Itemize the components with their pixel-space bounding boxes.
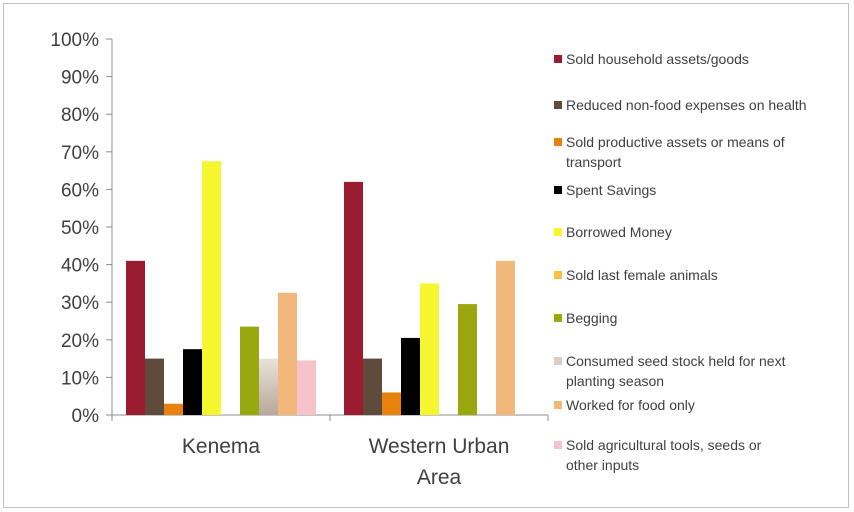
legend-swatch — [554, 186, 562, 194]
y-tick-label: 10% — [61, 368, 99, 389]
y-tick-label: 80% — [61, 105, 99, 126]
legend-label: planting season — [566, 373, 664, 389]
legend-label: Sold agricultural tools, seeds or — [566, 437, 762, 453]
x-category-label: Western Urban — [369, 435, 510, 458]
bar-1-8 — [496, 260, 515, 415]
y-tick-label: 0% — [72, 406, 100, 427]
legend-swatch — [554, 271, 562, 279]
y-tick-label: 60% — [61, 180, 99, 201]
legend-label: Sold household assets/goods — [566, 51, 749, 67]
legend-label: Borrowed Money — [566, 224, 672, 240]
bar-1-2 — [382, 392, 401, 415]
legend-label: Worked for food only — [566, 397, 695, 413]
legend-swatch — [554, 228, 562, 236]
legend-label: Consumed seed stock held for next — [566, 353, 786, 369]
bar-1-3 — [401, 337, 420, 415]
bar-0-9 — [297, 360, 316, 415]
x-category-label: Area — [417, 466, 462, 489]
legend-label: other inputs — [566, 457, 639, 473]
bar-0-7 — [259, 358, 278, 415]
y-tick-label: 70% — [61, 143, 99, 164]
legend-label: Spent Savings — [566, 182, 656, 198]
y-tick-label: 20% — [61, 331, 99, 352]
bar-1-6 — [458, 304, 477, 415]
bar-1-0 — [344, 181, 363, 415]
legend-label: Reduced non-food expenses on health — [566, 97, 807, 113]
bar-0-4 — [202, 161, 221, 415]
legend-swatch — [554, 357, 562, 365]
legend-label: Sold productive assets or means of — [566, 134, 785, 150]
y-tick-label: 30% — [61, 293, 99, 314]
legend-label: Sold last female animals — [566, 267, 718, 283]
x-category-label: Kenema — [182, 435, 261, 458]
bar-0-0 — [126, 260, 145, 415]
y-tick-label: 40% — [61, 256, 99, 277]
legend-swatch — [554, 401, 562, 409]
bar-0-6 — [240, 326, 259, 415]
legend-swatch — [554, 441, 562, 449]
bar-0-1 — [145, 358, 164, 415]
legend-swatch — [554, 314, 562, 322]
legend-label: transport — [566, 154, 621, 170]
legend-swatch — [554, 101, 562, 109]
bar-0-8 — [278, 292, 297, 415]
y-tick-label: 100% — [50, 30, 99, 51]
legend-swatch — [554, 55, 562, 63]
bar-1-4 — [420, 283, 439, 415]
bar-chart: 0% 10% 20% 30% 40% 50% 60% 70% 80% 90% 100% Kenema W… — [50, 30, 807, 489]
legend-label: Begging — [566, 310, 617, 326]
chart-frame: 0% 10% 20% 30% 40% 50% 60% 70% 80% 90% 100% Kenema W… — [3, 3, 849, 508]
bar-1-1 — [363, 358, 382, 415]
bar-0-3 — [183, 349, 202, 415]
bar-0-2 — [164, 403, 183, 415]
legend-swatch — [554, 138, 562, 146]
y-tick-label: 50% — [61, 218, 99, 239]
y-tick-label: 90% — [61, 68, 99, 89]
